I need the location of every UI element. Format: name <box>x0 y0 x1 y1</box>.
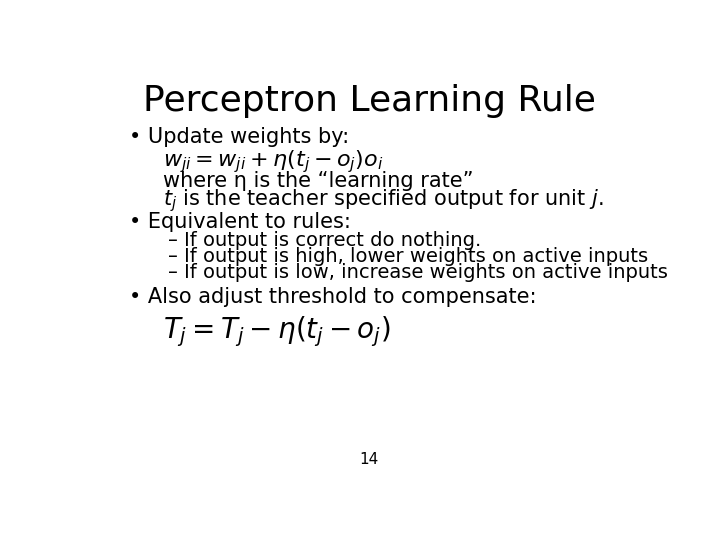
Text: – If output is high, lower weights on active inputs: – If output is high, lower weights on ac… <box>168 247 648 266</box>
Text: • Update weights by:: • Update weights by: <box>129 127 349 147</box>
Text: $w_{ji} = w_{ji} + \eta(t_j - o_j)o_i$: $w_{ji} = w_{ji} + \eta(t_j - o_j)o_i$ <box>163 148 383 175</box>
Text: • Also adjust threshold to compensate:: • Also adjust threshold to compensate: <box>129 287 536 307</box>
Text: – If output is low, increase weights on active inputs: – If output is low, increase weights on … <box>168 263 668 282</box>
Text: Perceptron Learning Rule: Perceptron Learning Rule <box>143 84 595 118</box>
Text: where η is the “learning rate”: where η is the “learning rate” <box>163 171 473 191</box>
Text: $t_j$ is the teacher specified output for unit $j$.: $t_j$ is the teacher specified output fo… <box>163 187 603 214</box>
Text: • Equivalent to rules:: • Equivalent to rules: <box>129 212 351 232</box>
Text: 14: 14 <box>359 453 379 467</box>
Text: $T_j = T_j - \eta(t_j - o_j)$: $T_j = T_j - \eta(t_j - o_j)$ <box>163 314 390 349</box>
Text: – If output is correct do nothing.: – If output is correct do nothing. <box>168 231 482 250</box>
